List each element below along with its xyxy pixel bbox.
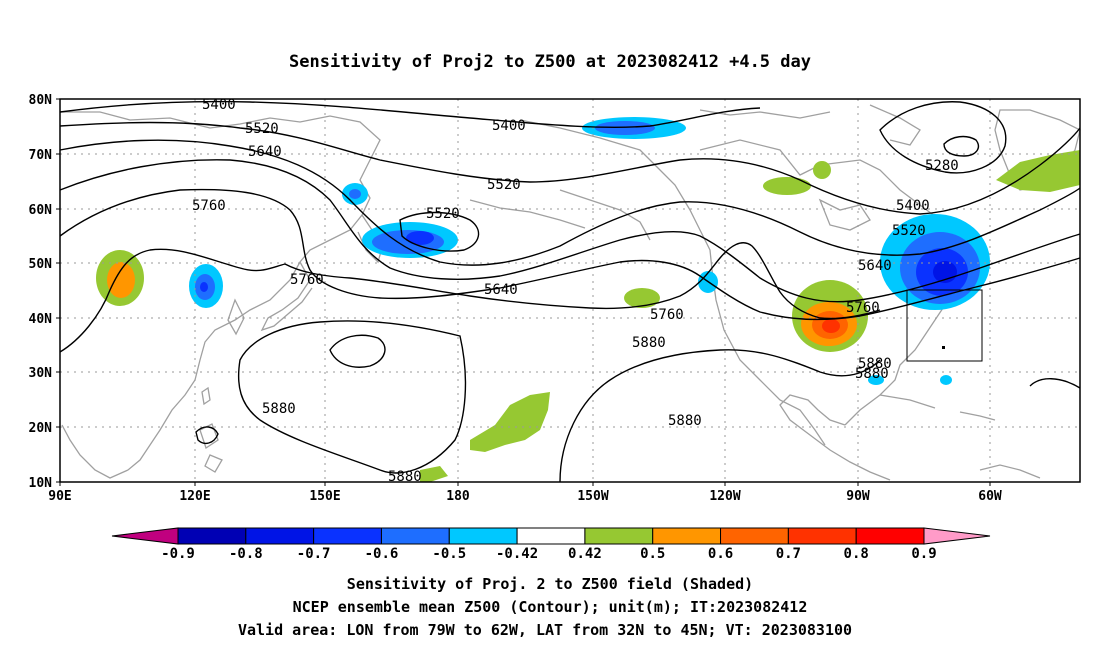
colorbar-swatch — [652, 527, 722, 545]
gridlines — [60, 99, 1080, 482]
colorbar-swatch — [855, 527, 925, 545]
contour-label: 5760 — [192, 198, 226, 214]
z500-contours — [59, 100, 1081, 483]
colorbar-swatch — [584, 527, 654, 545]
contour-label: 5880 — [388, 469, 422, 485]
contour-label: 5400 — [896, 198, 930, 214]
y-tick-label: 50N — [29, 257, 53, 272]
colorbar-swatch — [177, 527, 247, 545]
y-tick-label: 10N — [29, 476, 53, 491]
contour-label: 5520 — [487, 177, 521, 193]
y-tick-label: 30N — [29, 366, 53, 381]
contour-label: 5280 — [925, 158, 959, 174]
y-axis: 80N 70N 60N 50N 40N 30N 20N 10N — [29, 93, 53, 491]
y-tick-label: 60N — [29, 203, 53, 218]
x-tick-label: 90E — [48, 489, 71, 504]
colorbar-end-low — [111, 527, 179, 545]
x-tick-label: 120E — [179, 489, 210, 504]
colorbar-swatch — [380, 527, 450, 545]
contour-label: 5520 — [892, 223, 926, 239]
x-tick-label: 180 — [446, 489, 470, 504]
x-tick-label: 120W — [709, 489, 740, 504]
y-tick-label: 70N — [29, 148, 53, 163]
colorbar-tick-label: 0.6 — [708, 546, 733, 562]
valid-area-marker — [942, 346, 945, 349]
colorbar-tick-label: -0.5 — [432, 546, 466, 562]
x-tick-label: 150W — [577, 489, 608, 504]
contour-label: 5520 — [426, 206, 460, 222]
colorbar-tick-label: 0.5 — [640, 546, 665, 562]
colorbar-tick-label: -0.42 — [496, 546, 538, 562]
contour-label: 5880 — [858, 356, 892, 372]
colorbar-swatch — [313, 527, 382, 545]
colorbar-tick-label: 0.42 — [568, 546, 602, 562]
y-tick-label: 40N — [29, 312, 53, 327]
x-tick-label: 60W — [978, 489, 1002, 504]
contour-label: 5640 — [484, 282, 518, 298]
contour-label: 5880 — [632, 335, 666, 351]
colorbar-tick-label: 0.7 — [776, 546, 801, 562]
colorbar-swatch — [720, 527, 789, 545]
colorbar-swatch — [448, 527, 518, 545]
colorbar-labels: -0.9 -0.8 -0.7 -0.6 -0.5 -0.42 0.42 0.5 0.6 0.7 0.… — [161, 546, 937, 562]
y-tick-label: 20N — [29, 421, 53, 436]
colorbar-tick-label: -0.6 — [365, 546, 399, 562]
map-panel: 5400 5520 5640 5760 5400 5520 5520 5760 … — [59, 97, 1081, 485]
colorbar-swatch — [787, 527, 857, 545]
colorbar-tick-label: -0.8 — [229, 546, 263, 562]
caption-line-2: NCEP ensemble mean Z500 (Contour); unit(… — [293, 598, 808, 616]
caption-line-1: Sensitivity of Proj. 2 to Z500 field (Sh… — [347, 575, 753, 593]
colorbar-end-high — [923, 527, 991, 545]
contour-label: 5400 — [492, 118, 526, 134]
contour-label: 5880 — [855, 366, 889, 382]
contour-label: 5400 — [202, 97, 236, 113]
contour-label: 5880 — [262, 401, 296, 417]
colorbar-swatch — [245, 527, 315, 545]
contour-label: 5640 — [248, 144, 282, 160]
caption-line-3: Valid area: LON from 79W to 62W, LAT fro… — [238, 621, 852, 639]
y-tick-label: 80N — [29, 93, 53, 108]
map-title: Sensitivity of Proj2 to Z500 at 20230824… — [289, 52, 811, 72]
contour-label: 5760 — [290, 272, 324, 288]
contour-label: 5640 — [858, 258, 892, 274]
x-tick-label: 150E — [309, 489, 340, 504]
contour-label: 5880 — [668, 413, 702, 429]
contour-labels: 5400 5520 5640 5760 5400 5520 5520 5760 … — [192, 97, 959, 485]
contour-label: 5760 — [846, 300, 880, 316]
x-tick-label: 90W — [846, 489, 870, 504]
caption: Sensitivity of Proj. 2 to Z500 field (Sh… — [238, 575, 852, 639]
colorbar-tick-label: 0.9 — [911, 546, 936, 562]
x-axis: 90E 120E 150E 180 150W 120W 90W 60W — [48, 489, 1002, 504]
colorbar-swatch — [516, 527, 586, 545]
colorbar-tick-label: 0.8 — [844, 546, 869, 562]
valid-area-box — [906, 289, 983, 362]
contour-label: 5520 — [245, 121, 279, 137]
colorbar-tick-label: -0.9 — [161, 546, 195, 562]
colorbar — [111, 527, 991, 545]
contour-label: 5760 — [650, 307, 684, 323]
colorbar-tick-label: -0.7 — [297, 546, 331, 562]
